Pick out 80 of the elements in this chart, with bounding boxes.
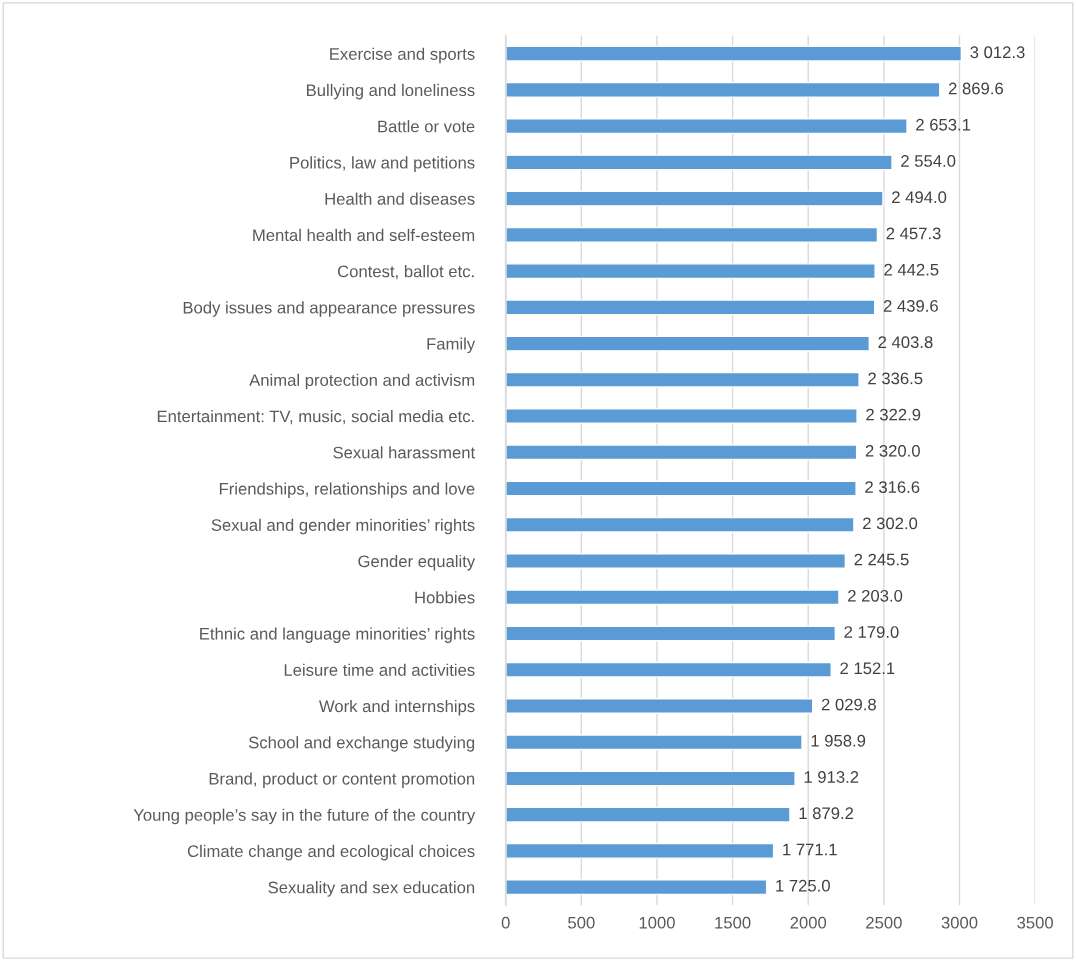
y-tick-label: Leisure time and activities	[284, 663, 475, 676]
y-tick-label: Mental health and self-esteem	[253, 228, 475, 242]
data-label: 3 012.3	[970, 46, 1025, 59]
data-label: 1 913.2	[804, 771, 859, 783]
data-label: 2 442.5	[884, 263, 939, 276]
y-tick-label: Battle or vote	[378, 120, 475, 133]
x-tick-label: 1500	[715, 916, 751, 929]
y-tick-label: Entertainment: TV, music, social media etc.	[157, 410, 474, 425]
bar	[505, 444, 858, 461]
data-label: 1 725.0	[776, 879, 830, 892]
data-label: 2 316.6	[865, 481, 920, 493]
data-label: 2 029.8	[821, 698, 876, 711]
x-tick-label: 1000	[639, 916, 675, 929]
y-tick-label: Bullying and loneliness	[306, 83, 475, 100]
data-label: 2 554.0	[901, 155, 956, 167]
y-tick-label: Brand, product or content promotion	[209, 772, 475, 788]
bar	[505, 625, 836, 642]
data-label: 2 403.8	[878, 336, 933, 349]
data-label: 2 320.0	[865, 444, 920, 457]
y-tick-label: Contest, ballot etc.	[337, 265, 474, 280]
x-tick-label: 3000	[941, 916, 978, 929]
y-tick-label: Ethnic and language minorities’ rights	[200, 627, 475, 643]
data-label: 2 203.0	[848, 589, 903, 602]
bar	[505, 480, 857, 497]
data-label: 2 439.6	[883, 300, 938, 312]
y-tick-label: Health and diseases	[325, 192, 475, 205]
y-tick-label: Body issues and appearance pressures	[183, 301, 475, 317]
data-label: 2 302.0	[863, 517, 918, 530]
bar	[505, 408, 858, 424]
y-tick-label: Climate change and ecological choices	[187, 844, 475, 861]
bar	[505, 842, 775, 859]
y-tick-label: Friendships, relationships and love	[219, 482, 475, 499]
y-tick-label: Young people’s say in the future of the country	[133, 808, 476, 825]
y-tick-label: Sexual harassment	[333, 446, 476, 459]
x-tick-label: 2000	[790, 916, 827, 929]
data-label: 2 245.5	[854, 553, 909, 566]
bar	[505, 516, 855, 533]
bar	[505, 553, 847, 569]
y-tick-label: Sexuality and sex education	[268, 881, 475, 897]
y-tick-label: School and exchange studying	[248, 736, 475, 752]
y-tick-label: Politics, law and petitions	[290, 156, 475, 172]
data-label: 2 152.1	[840, 662, 895, 675]
data-label: 2 653.1	[916, 118, 971, 131]
y-tick-label: Work and internships	[318, 699, 475, 716]
bar	[505, 118, 908, 135]
bar	[505, 879, 768, 896]
bar	[505, 770, 796, 787]
y-tick-label: Gender equality	[358, 554, 476, 571]
bar	[505, 661, 832, 678]
y-tick-label: Animal protection and activism	[249, 373, 475, 390]
y-tick-label: Exercise and sports	[330, 47, 475, 64]
bar	[505, 190, 884, 207]
data-label: 2 179.0	[844, 626, 899, 638]
x-tick-label: 3500	[1017, 916, 1053, 929]
bar	[505, 698, 814, 714]
y-tick-label: Sexual and gender minorities’ rights	[211, 518, 475, 535]
y-tick-label: Hobbies	[415, 591, 475, 604]
data-label: 2 457.3	[886, 227, 941, 240]
bar	[505, 371, 860, 388]
bar	[505, 81, 941, 98]
bar	[505, 806, 791, 823]
bar	[505, 45, 963, 62]
x-tick-label: 2500	[866, 916, 902, 929]
data-label: 2 494.0	[892, 191, 947, 204]
data-label: 1 879.2	[799, 807, 854, 820]
data-label: 2 322.9	[866, 408, 921, 421]
bar	[505, 154, 893, 171]
data-label: 2 869.6	[948, 82, 1003, 95]
bar	[505, 589, 840, 606]
bar	[505, 335, 871, 352]
y-tick-label: Family	[427, 337, 476, 354]
bar	[505, 263, 876, 280]
x-tick-label: 0	[501, 916, 510, 929]
bar	[505, 299, 876, 316]
data-label: 2 336.5	[868, 372, 923, 385]
bar	[505, 734, 803, 751]
x-tick-label: 500	[568, 916, 595, 929]
data-label: 1 958.9	[811, 734, 866, 747]
data-label: 1 771.1	[783, 843, 837, 856]
bar	[505, 226, 879, 243]
